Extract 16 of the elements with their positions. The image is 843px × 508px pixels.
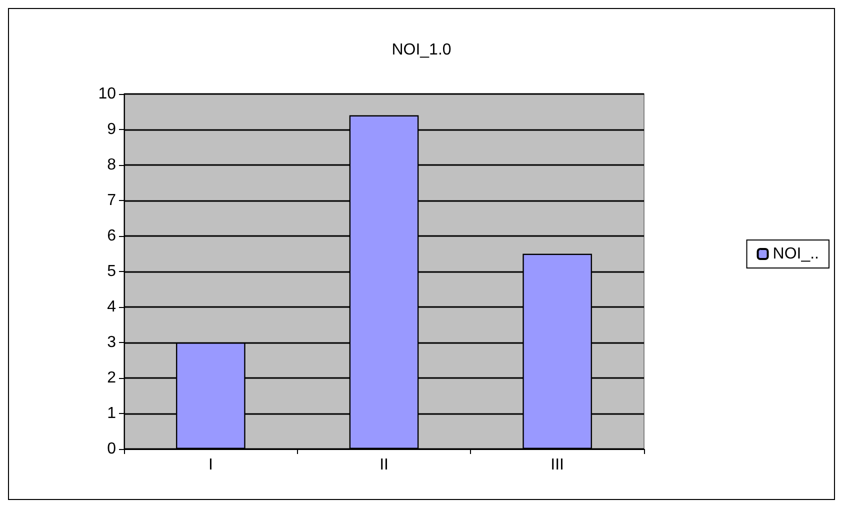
x-tick-label: II [380,456,388,474]
y-tick-label: 9 [107,121,116,138]
legend-label: NOI_.. [772,246,819,262]
y-tick-label: 7 [107,192,116,209]
y-tick-label: 8 [107,156,116,174]
x-tick-label: I [208,456,213,474]
y-tick-label: 6 [107,228,116,244]
y-tick-label: 10 [98,86,116,102]
y-tick-label: 4 [107,298,116,316]
y-tick-label: 0 [107,440,116,458]
chart-title: NOI_1.0 [392,42,452,58]
y-tick-label: 2 [107,370,116,386]
y-tick-label: 1 [107,405,116,422]
y-tick-label: 5 [107,263,116,280]
x-tick-label: III [550,456,564,474]
y-tick-label: 3 [107,334,116,351]
